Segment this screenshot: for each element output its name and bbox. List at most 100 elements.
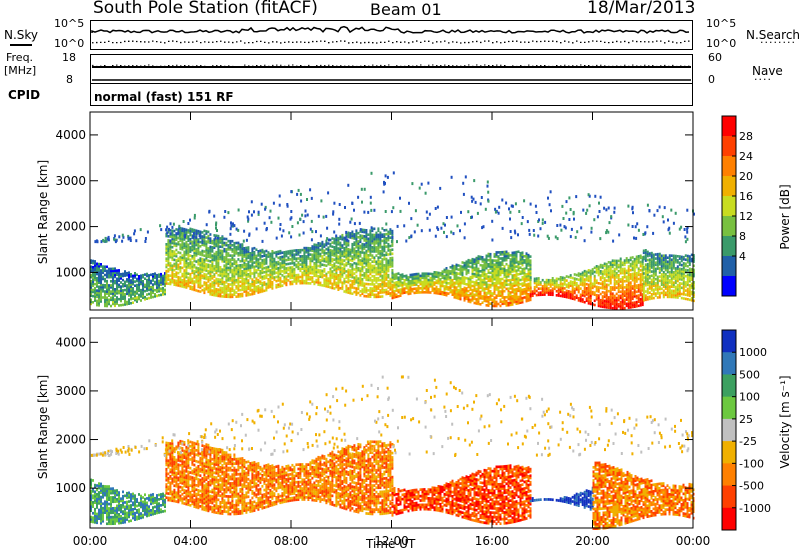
power-cell	[225, 248, 228, 251]
power-cell	[377, 283, 380, 286]
power-cell	[327, 260, 330, 264]
power-cell	[225, 262, 228, 265]
power-cell	[493, 259, 496, 262]
power-cell	[359, 259, 362, 262]
power-cell	[635, 276, 638, 279]
power-cell	[90, 265, 92, 269]
power-cell	[555, 279, 558, 283]
power-cell	[271, 272, 274, 276]
power-cell	[265, 282, 268, 286]
power-cell	[485, 266, 488, 270]
power-cell	[597, 267, 600, 271]
power-cell	[597, 271, 600, 275]
power-cell	[307, 265, 310, 269]
power-cell	[459, 291, 462, 295]
power-cell	[391, 274, 394, 277]
power-cell	[108, 284, 110, 287]
power-cell	[132, 278, 134, 282]
power-cell	[369, 258, 372, 261]
power-cell	[465, 272, 468, 276]
power-cell	[401, 287, 404, 291]
power-cell	[329, 273, 332, 277]
power-cell	[419, 291, 422, 294]
power-cell	[259, 257, 262, 261]
power-cell	[477, 292, 480, 295]
power-cell	[339, 237, 342, 241]
power-cell	[217, 292, 220, 296]
power-cell	[676, 296, 679, 299]
power-cell	[369, 270, 372, 274]
power-cell	[211, 281, 214, 284]
power-cell	[112, 294, 114, 297]
power-cell	[247, 254, 250, 258]
power-cell	[124, 299, 126, 302]
power-cell	[367, 233, 370, 236]
power-cell	[171, 233, 174, 237]
power-cell	[668, 256, 671, 259]
power-cell	[525, 295, 528, 299]
power-cell	[668, 293, 671, 297]
power-cell	[387, 280, 390, 283]
power-cell	[503, 283, 506, 287]
power-cell	[629, 306, 632, 309]
power-cell	[365, 282, 368, 286]
power-cell	[666, 285, 669, 288]
power-cell	[273, 259, 276, 263]
date-label: 18/Mar/2013	[587, 0, 696, 18]
power-cell	[427, 289, 430, 292]
power-cell	[261, 281, 264, 285]
power-cell	[120, 285, 122, 288]
power-cell	[381, 291, 384, 294]
power-cell	[495, 302, 498, 306]
power-cell	[662, 291, 665, 295]
power-cell	[670, 254, 673, 257]
power-cell	[633, 274, 636, 277]
power-cell	[471, 288, 474, 292]
power-cell	[98, 275, 100, 278]
power-cell	[367, 282, 370, 286]
power-cell	[281, 255, 284, 259]
power-cell	[672, 291, 675, 295]
power-cell	[215, 257, 218, 260]
power-cell	[255, 281, 258, 284]
power-cell	[289, 251, 292, 255]
power-cell	[607, 296, 610, 299]
power-cell	[146, 297, 148, 300]
power-cell	[189, 275, 192, 278]
power-cell	[221, 291, 224, 294]
power-cell	[311, 276, 314, 279]
power-cell	[247, 264, 250, 268]
power-cell	[223, 270, 226, 274]
power-cell	[199, 261, 202, 265]
power-cell	[241, 259, 244, 263]
power-cell	[98, 293, 100, 297]
power-cell	[329, 277, 332, 281]
power-cell	[106, 282, 108, 285]
power-cell	[148, 286, 150, 290]
power-cell	[323, 245, 326, 248]
power-cell	[359, 246, 362, 250]
power-cell	[271, 266, 274, 270]
power-cell	[644, 259, 647, 262]
power-cell	[333, 246, 336, 249]
power-cell	[541, 291, 544, 294]
power-cell	[263, 254, 266, 257]
power-cell	[631, 256, 634, 259]
power-cell	[455, 286, 458, 289]
power-cell	[311, 265, 314, 269]
power-cell	[690, 253, 693, 257]
power-cell	[193, 228, 196, 232]
power-cell	[144, 277, 146, 280]
power-cell	[347, 276, 350, 280]
power-cell	[255, 262, 258, 266]
power-cell	[363, 294, 366, 298]
power-cell	[128, 275, 130, 279]
power-cell	[381, 249, 384, 253]
power-cell	[377, 243, 380, 247]
power-cell	[327, 250, 330, 254]
power-cell	[175, 236, 178, 239]
power-cell	[481, 278, 484, 282]
power-cell	[275, 275, 278, 279]
power-cell	[100, 281, 102, 285]
power-cell	[439, 292, 442, 296]
